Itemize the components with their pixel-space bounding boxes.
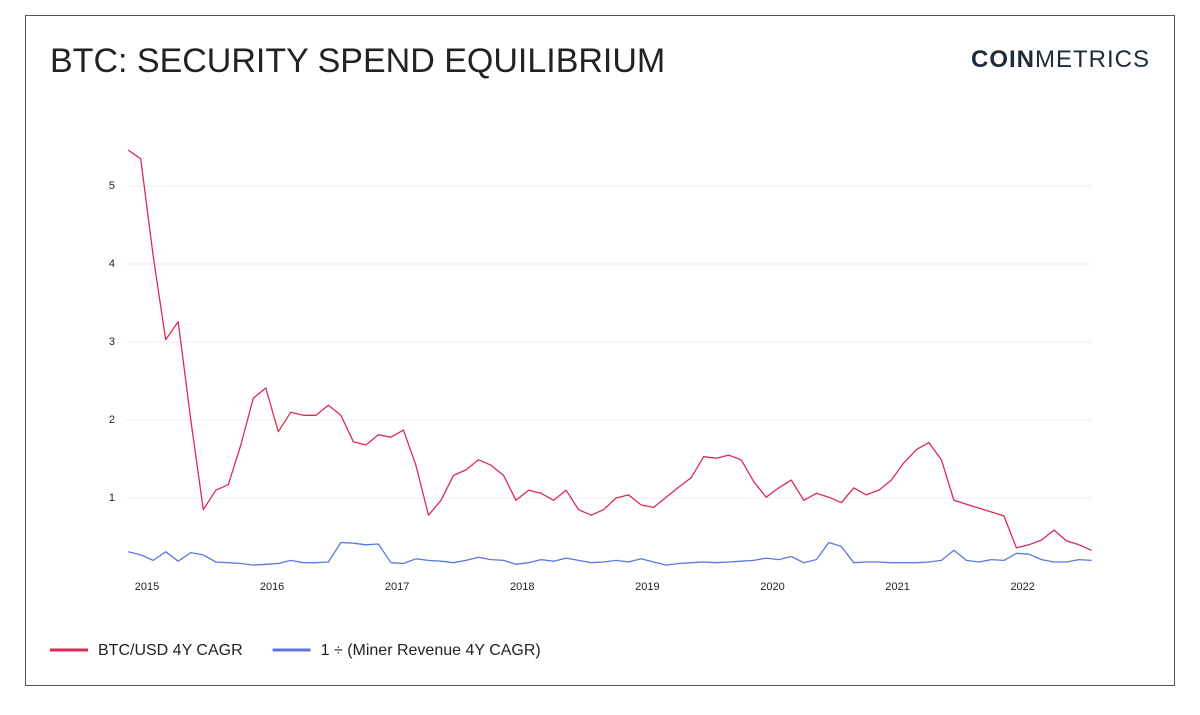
y-tick-label: 1: [109, 492, 115, 504]
x-tick-label: 2022: [1010, 581, 1034, 593]
y-tick-label: 4: [109, 258, 115, 270]
frame: [25, 15, 1175, 686]
chart-title: BTC: SECURITY SPEND EQUILIBRIUM: [50, 42, 665, 80]
y-tick-label: 5: [109, 180, 115, 192]
logo: COINMETRICS: [971, 46, 1150, 73]
x-tick-label: 2018: [510, 581, 534, 593]
y-tick-label: 3: [109, 336, 115, 348]
legend-label: 1 ÷ (Miner Revenue 4Y CAGR): [321, 642, 541, 659]
x-tick-label: 2016: [260, 581, 284, 593]
series-line: [127, 149, 1092, 551]
x-tick-label: 2020: [760, 581, 784, 593]
x-tick-label: 2017: [385, 581, 409, 593]
x-tick-label: 2015: [135, 581, 159, 593]
x-tick-label: 2019: [635, 581, 659, 593]
y-tick-label: 2: [109, 414, 115, 426]
logo-bold: COIN: [971, 46, 1035, 73]
legend-label: BTC/USD 4Y CAGR: [98, 642, 243, 659]
x-tick-label: 2021: [885, 581, 909, 593]
series-line: [128, 541, 1092, 566]
logo-light: METRICS: [1035, 46, 1150, 73]
